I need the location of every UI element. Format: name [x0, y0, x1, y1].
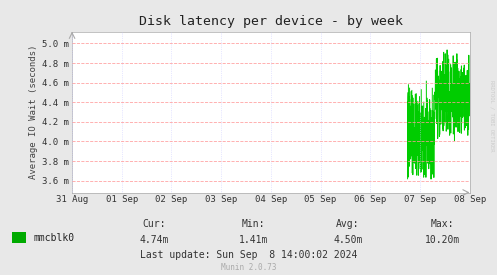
Text: Max:: Max: — [430, 219, 454, 229]
Text: Min:: Min: — [242, 219, 265, 229]
Text: Cur:: Cur: — [142, 219, 166, 229]
Y-axis label: Average IO Wait (seconds): Average IO Wait (seconds) — [29, 45, 38, 179]
Text: Last update: Sun Sep  8 14:00:02 2024: Last update: Sun Sep 8 14:00:02 2024 — [140, 251, 357, 260]
Text: Munin 2.0.73: Munin 2.0.73 — [221, 263, 276, 272]
Text: RRDTOOL / TOBI OETIKER: RRDTOOL / TOBI OETIKER — [490, 80, 495, 151]
Text: Avg:: Avg: — [336, 219, 360, 229]
Text: 10.20m: 10.20m — [425, 235, 460, 245]
Text: mmcblk0: mmcblk0 — [34, 233, 75, 243]
Title: Disk latency per device - by week: Disk latency per device - by week — [139, 15, 403, 28]
Text: 4.74m: 4.74m — [139, 235, 169, 245]
Text: 4.50m: 4.50m — [333, 235, 363, 245]
Text: 1.41m: 1.41m — [239, 235, 268, 245]
